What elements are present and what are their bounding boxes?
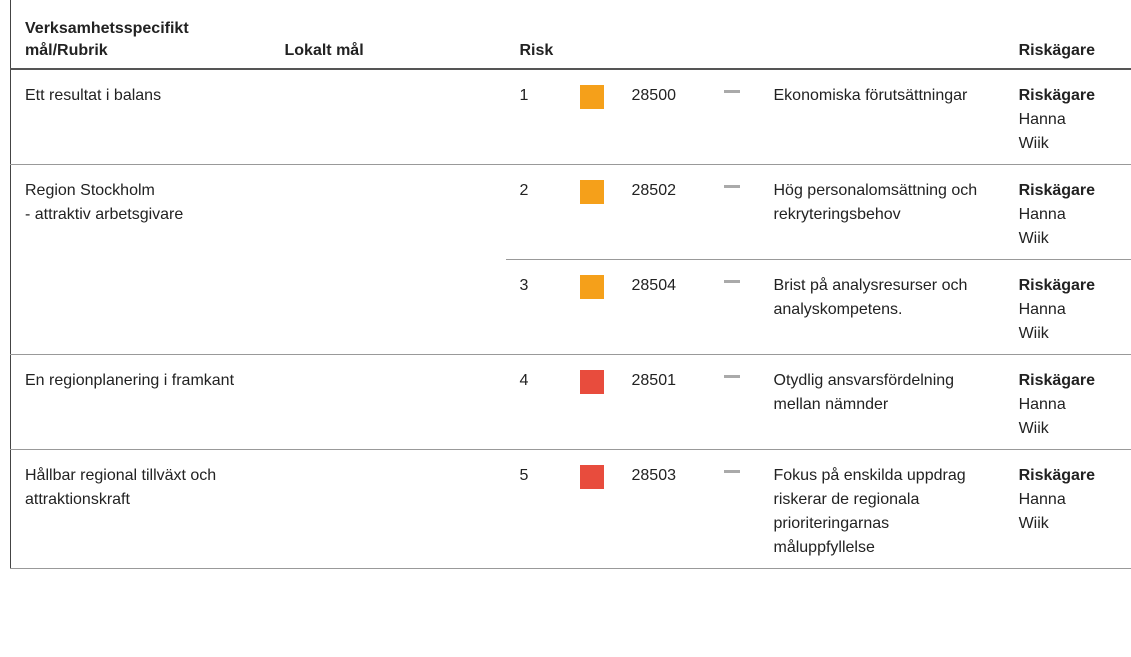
risk-color [579, 465, 604, 489]
trend-dash [723, 375, 740, 378]
goal: Ett resultat i balans [10, 69, 271, 165]
owner-name: Hanna Wiik [1018, 111, 1066, 152]
risk-number: 5 [505, 449, 566, 569]
trend-cell [709, 69, 760, 165]
owner-cell: Riskägare Hanna Wiik [1004, 259, 1131, 355]
risk-title: Fokus på enskilda uppdrag riskerar de re… [759, 449, 1005, 569]
risk-number: 4 [505, 354, 566, 450]
risk-number: 3 [505, 259, 566, 355]
risk-id: 28502 [617, 164, 710, 260]
trend-cell [709, 259, 760, 355]
risk-row: Ett resultat i balans 1 28500 Ekonomiska fö… [10, 69, 1131, 165]
risk-color [579, 180, 604, 204]
color-cell [565, 69, 618, 165]
goal: Region Stockholm - attraktiv arbetsgivar… [10, 164, 271, 355]
table-body: Ett resultat i balans 1 28500 Ekonomiska fö… [10, 69, 1131, 569]
trend-cell [709, 354, 760, 450]
local-goal [270, 164, 506, 355]
owner-label: Riskägare [1018, 467, 1096, 484]
header-row: Verksamhetsspecifikt mål/Rubrik Lokalt m… [10, 0, 1131, 70]
owner-name: Hanna Wiik [1018, 206, 1066, 247]
trend-dash [723, 185, 740, 188]
risk-row: Hållbar regional tillväxt och attraktion… [10, 449, 1131, 569]
risk-row: 3 28504 Brist på analysresurser och analys… [11, 259, 1131, 355]
trend-dash [723, 90, 740, 93]
risk-title: Hög personalomsättning och rekryteringsb… [759, 164, 1005, 260]
goal: En regionplanering i framkant [10, 354, 271, 450]
risk-title: Brist på analysresurser och analyskompet… [759, 259, 1005, 355]
local-goal [270, 69, 506, 165]
color-cell [565, 354, 618, 450]
owner-cell: Riskägare Hanna Wiik [1004, 354, 1131, 450]
color-cell [565, 259, 618, 355]
owner-cell: Riskägare Hanna Wiik [1004, 69, 1131, 165]
trend-cell [709, 164, 760, 260]
risk-id: 28501 [617, 354, 710, 450]
risk-row: Region Stockholm - attraktiv arbetsgivar… [10, 164, 1131, 355]
trend-dash [723, 280, 740, 283]
owner-label: Riskägare [1018, 87, 1096, 104]
risk-color [579, 275, 604, 299]
risk-title: Otydlig ansvarsfördelning mellan nämnder [759, 354, 1005, 450]
owner-label: Riskägare [1018, 372, 1096, 389]
local-goal [270, 354, 506, 450]
header-risk: Risk [505, 0, 1005, 70]
local-goal [270, 449, 506, 569]
risk-color [579, 85, 604, 109]
risk-color [579, 370, 604, 394]
owner-name: Hanna Wiik [1018, 491, 1066, 532]
risk-id: 28503 [617, 449, 710, 569]
owner-name: Hanna Wiik [1018, 301, 1066, 342]
risk-table: Verksamhetsspecifikt mål/Rubrik Lokalt m… [10, 0, 1131, 569]
owner-cell: Riskägare Hanna Wiik [1004, 449, 1131, 569]
color-cell [565, 449, 618, 569]
goal: Hållbar regional tillväxt och attraktion… [10, 449, 271, 569]
owner-name: Hanna Wiik [1018, 396, 1066, 437]
risk-id: 28500 [617, 69, 710, 165]
trend-dash [723, 470, 740, 473]
risk-title: Ekonomiska förutsättningar [759, 69, 1005, 165]
trend-cell [709, 449, 760, 569]
header-goal: Verksamhetsspecifikt mål/Rubrik [10, 0, 271, 70]
owner-label: Riskägare [1018, 277, 1096, 294]
owner-cell: Riskägare Hanna Wiik [1004, 164, 1131, 260]
risk-number: 1 [505, 69, 566, 165]
risk-number: 2 [505, 164, 566, 260]
risk-id: 28504 [617, 259, 710, 355]
header-owner: Riskägare [1004, 0, 1131, 70]
color-cell [565, 164, 618, 260]
risk-row: En regionplanering i framkant 4 28501 Otydl… [10, 354, 1131, 450]
header-local: Lokalt mål [270, 0, 506, 70]
owner-label: Riskägare [1018, 182, 1096, 199]
